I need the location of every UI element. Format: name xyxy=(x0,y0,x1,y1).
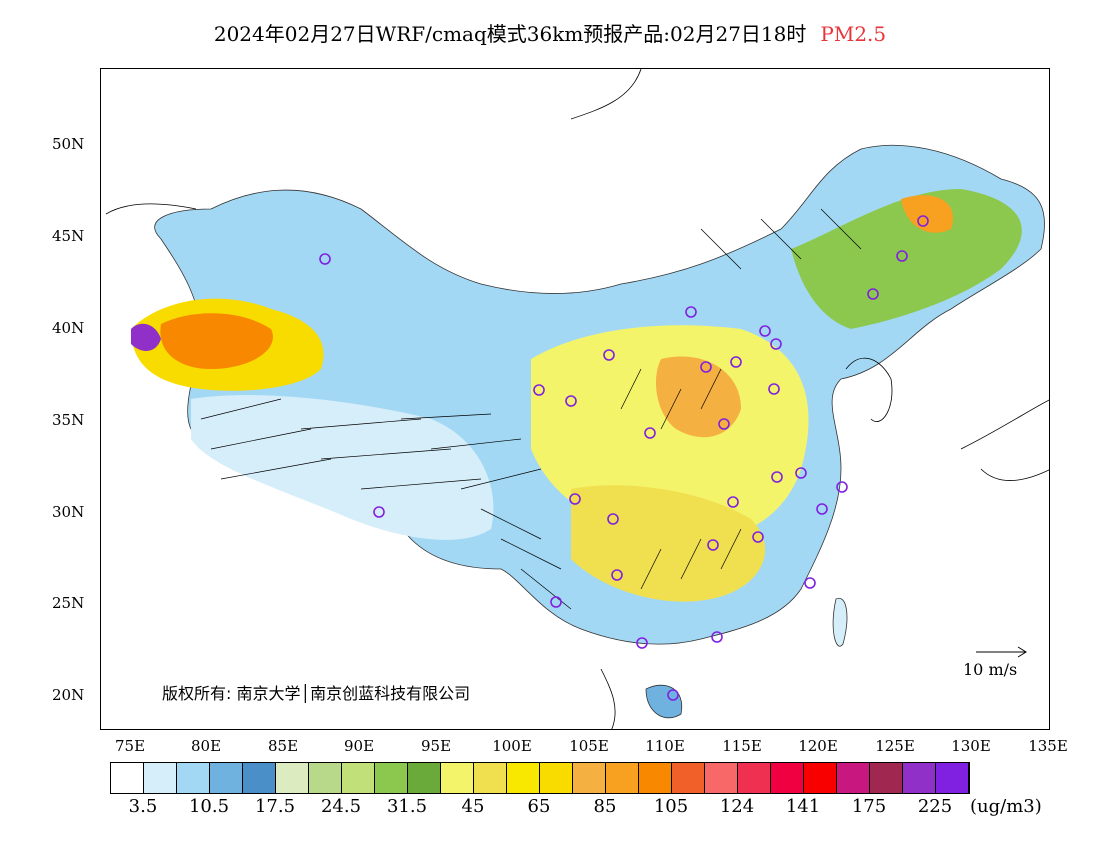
colorbar-label: 45 xyxy=(461,796,485,817)
colorbar-label: 124 xyxy=(719,796,755,817)
colorbar-swatch xyxy=(903,763,936,793)
central-china xyxy=(571,485,766,602)
colorbar-swatch xyxy=(276,763,309,793)
colorbar-label: 31.5 xyxy=(386,796,428,817)
colorbar-swatch xyxy=(177,763,210,793)
copyright-text: 版权所有: 南京大学│南京创蓝科技有限公司 xyxy=(162,684,471,703)
colorbar-label: 225 xyxy=(917,796,953,817)
colorbar-label: 24.5 xyxy=(320,796,362,817)
lat-label-50n: 50N xyxy=(52,135,85,153)
lat-label-20n: 20N xyxy=(52,686,85,704)
lon-label-135e: 135E xyxy=(1028,737,1068,755)
coastline-korea xyxy=(845,357,893,422)
colorbar-swatch xyxy=(639,763,672,793)
colorbar-swatch xyxy=(804,763,837,793)
colorbar-swatch xyxy=(441,763,474,793)
lon-label-120e: 120E xyxy=(798,737,838,755)
colorbar-swatch xyxy=(573,763,606,793)
title-main: 2024年02月27日WRF/cmaq模式36km预报产品:02月27日18时 xyxy=(213,22,807,46)
map-title: 2024年02月27日WRF/cmaq模式36km预报产品:02月27日18时 P… xyxy=(0,18,1100,47)
colorbar-swatch xyxy=(672,763,705,793)
lon-label-115e: 115E xyxy=(722,737,762,755)
colorbar-swatch xyxy=(540,763,573,793)
map-plot-area xyxy=(100,68,1050,730)
colorbar-label: 65 xyxy=(527,796,551,817)
lon-label-100e: 100E xyxy=(492,737,532,755)
pm25-map xyxy=(105,69,1049,729)
colorbar-swatch xyxy=(870,763,903,793)
colorbar-swatch xyxy=(705,763,738,793)
taiwan xyxy=(832,597,848,647)
wind-vectors xyxy=(200,208,862,610)
lon-label-105e: 105E xyxy=(569,737,609,755)
colorbar-swatch xyxy=(210,763,243,793)
lon-label-125e: 125E xyxy=(875,737,915,755)
reference-vector xyxy=(976,646,1027,658)
tibet-low xyxy=(191,395,494,540)
colorbar-label: 141 xyxy=(785,796,821,817)
colorbar-swatch xyxy=(342,763,375,793)
colorbar-swatch xyxy=(837,763,870,793)
colorbar-swatch xyxy=(144,763,177,793)
colorbar-swatch xyxy=(408,763,441,793)
colorbar xyxy=(110,762,970,794)
lon-label-95e: 95E xyxy=(420,737,452,755)
colorbar-swatch xyxy=(309,763,342,793)
colorbar-swatch xyxy=(507,763,540,793)
colorbar-swatch xyxy=(606,763,639,793)
reference-vector-label: 10 m/s xyxy=(963,660,1018,679)
pollutant-name: PM2.5 xyxy=(820,22,887,46)
colorbar-label: 10.5 xyxy=(188,796,230,817)
lat-label-45n: 45N xyxy=(52,227,85,245)
hotspot-west-peak xyxy=(131,323,161,351)
lat-label-35n: 35N xyxy=(52,411,85,429)
colorbar-swatch xyxy=(243,763,276,793)
lon-label-75e: 75E xyxy=(114,737,146,755)
colorbar-label: 17.5 xyxy=(254,796,296,817)
colorbar-label: 3.5 xyxy=(128,796,158,817)
hainan xyxy=(645,684,683,719)
coastline-balkhash xyxy=(105,203,197,215)
lon-label-130e: 130E xyxy=(951,737,991,755)
north-china-core xyxy=(656,356,741,438)
lon-label-80e: 80E xyxy=(190,737,222,755)
lat-label-40n: 40N xyxy=(52,319,85,337)
coastline-vietnam xyxy=(600,668,616,729)
colorbar-label: 85 xyxy=(593,796,617,817)
coastline-japan xyxy=(960,399,1049,481)
lon-label-85e: 85E xyxy=(267,737,299,755)
lon-label-90e: 90E xyxy=(343,737,375,755)
colorbar-label: 175 xyxy=(851,796,887,817)
colorbar-label: 105 xyxy=(653,796,689,817)
colorbar-swatch xyxy=(375,763,408,793)
colorbar-swatch xyxy=(936,763,969,793)
colorbar-swatch xyxy=(474,763,507,793)
city-markers xyxy=(319,215,929,701)
lon-label-110e: 110E xyxy=(645,737,685,755)
colorbar-swatch xyxy=(111,763,144,793)
northeast-hotspot xyxy=(901,195,953,233)
colorbar-swatch xyxy=(738,763,771,793)
colorbar-unit: (ug/m3) xyxy=(970,796,1042,817)
colorbar-swatch xyxy=(771,763,804,793)
lat-label-25n: 25N xyxy=(52,594,85,612)
coastline-russia-north xyxy=(570,69,642,120)
hotspot-west-core xyxy=(160,313,273,369)
lat-label-30n: 30N xyxy=(52,503,85,521)
